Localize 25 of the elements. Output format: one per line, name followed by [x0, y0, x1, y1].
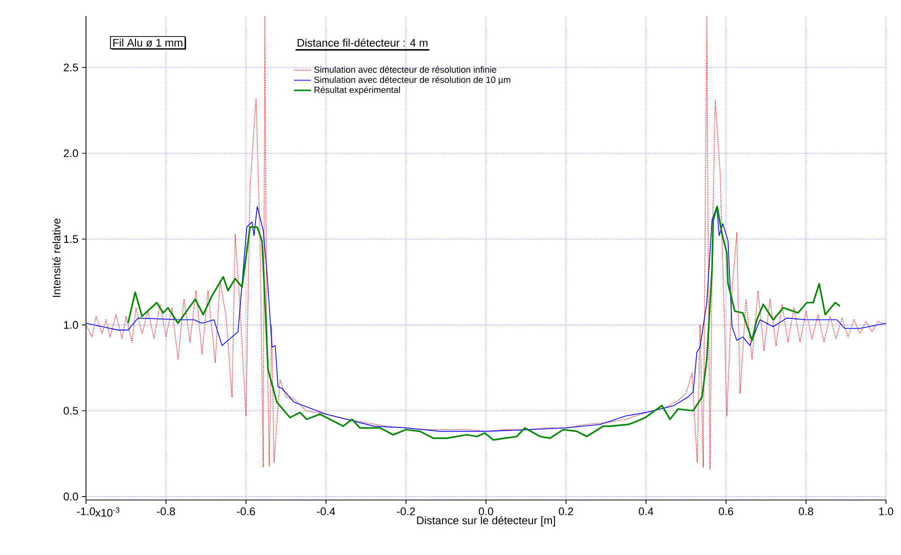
y-tick-label: 1.5	[64, 235, 78, 243]
x-tick-label: 0.6	[718, 508, 734, 516]
text: x10$^{-3}$	[95, 507, 120, 517]
legend-label: Simulation avec détecteur de résolution de 10 µm	[314, 76, 510, 85]
y-tick-label: 0.5	[64, 406, 78, 415]
legend-label: Résultat expérimental	[314, 86, 400, 95]
annotation: Distance fil-détecteur : 4 m	[298, 38, 428, 47]
y-tick-label: 2.0	[64, 149, 78, 158]
x-axis-title: Distance sur le détecteur [m]	[417, 516, 555, 526]
x-tick-label: 0.0	[478, 508, 494, 516]
x-tick-label: -1.0	[77, 508, 96, 516]
x-tick-label: -0.2	[397, 508, 415, 516]
x-tick-label: 0.2	[558, 508, 574, 516]
y-tick-label: 1.0	[64, 321, 78, 329]
x-tick-label: -0.6	[237, 508, 255, 516]
y-axis-title: Intensité relative	[52, 218, 60, 297]
x-tick-label: -0.4	[317, 508, 336, 516]
y-tick-label: 2.5	[64, 64, 78, 72]
annotation: Fil Alu ø 1 mm	[113, 38, 182, 47]
x-tick-label: 1.0	[879, 508, 894, 516]
x-tick-label: 0.8	[798, 508, 814, 516]
x-tick-label: -0.8	[157, 508, 175, 516]
x-tick-label: 0.4	[638, 508, 654, 516]
legend-label: Simulation avec détecteur de résolution infinie	[314, 66, 496, 73]
y-tick-label: 0.0	[64, 492, 78, 500]
